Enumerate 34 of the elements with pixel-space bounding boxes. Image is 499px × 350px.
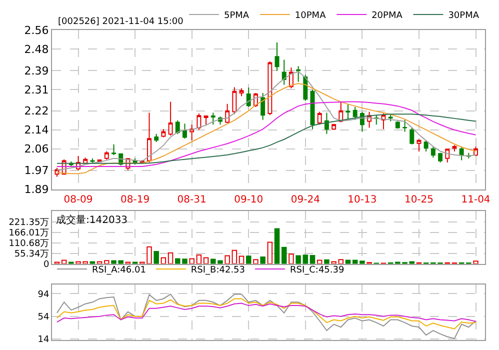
y-tick-label: 2.22 — [24, 104, 49, 118]
y-tick-label: 1.97 — [24, 164, 49, 178]
y-tick-label: 2.56 — [24, 24, 49, 37]
y-tick-label: 55.34万 — [14, 250, 50, 260]
y-tick-label: 0 — [43, 260, 50, 270]
x-tick-label: 09-10 — [234, 194, 264, 206]
y-tick-label: 2.39 — [24, 64, 49, 78]
y-tick-label: 14 — [38, 335, 50, 346]
legend-label: 30PMA — [448, 11, 480, 22]
chart-title: [002526] 2021-11-04 15:00 — [58, 17, 184, 27]
x-tick-label: 08-09 — [64, 194, 93, 206]
legend-label: RSI_A:46.01 — [92, 266, 146, 276]
x-tick-label: 10-13 — [348, 194, 377, 206]
legend-label: 10PMA — [294, 11, 327, 22]
x-tick-label: 09-24 — [290, 194, 320, 206]
legend-label: RSI_B:42.53 — [190, 266, 246, 276]
y-tick-label: 1.89 — [24, 183, 49, 196]
y-tick-label: 2.48 — [24, 42, 49, 56]
x-tick-label: 11-04 — [461, 194, 490, 206]
x-tick-label: 08-31 — [177, 194, 206, 206]
y-tick-label: 94 — [38, 290, 50, 300]
y-tick-label: 2.06 — [24, 142, 49, 156]
y-tick-label: 166.01万 — [8, 228, 50, 239]
y-tick-label: 221.35万 — [8, 218, 50, 228]
y-tick-label: 2.31 — [24, 83, 49, 96]
x-tick-label: 08-19 — [120, 194, 150, 206]
legend-label: 5PMA — [224, 11, 250, 22]
x-tick-label: 10-25 — [404, 194, 434, 206]
y-tick-label: 2.14 — [24, 124, 49, 137]
y-tick-label: 110.68万 — [8, 239, 50, 250]
annotation: 成交量:142033 — [56, 214, 128, 226]
y-tick-label: 54 — [38, 312, 50, 322]
legend-label: RSI_C:45.39 — [290, 266, 344, 276]
legend-label: 20PMA — [372, 11, 404, 22]
